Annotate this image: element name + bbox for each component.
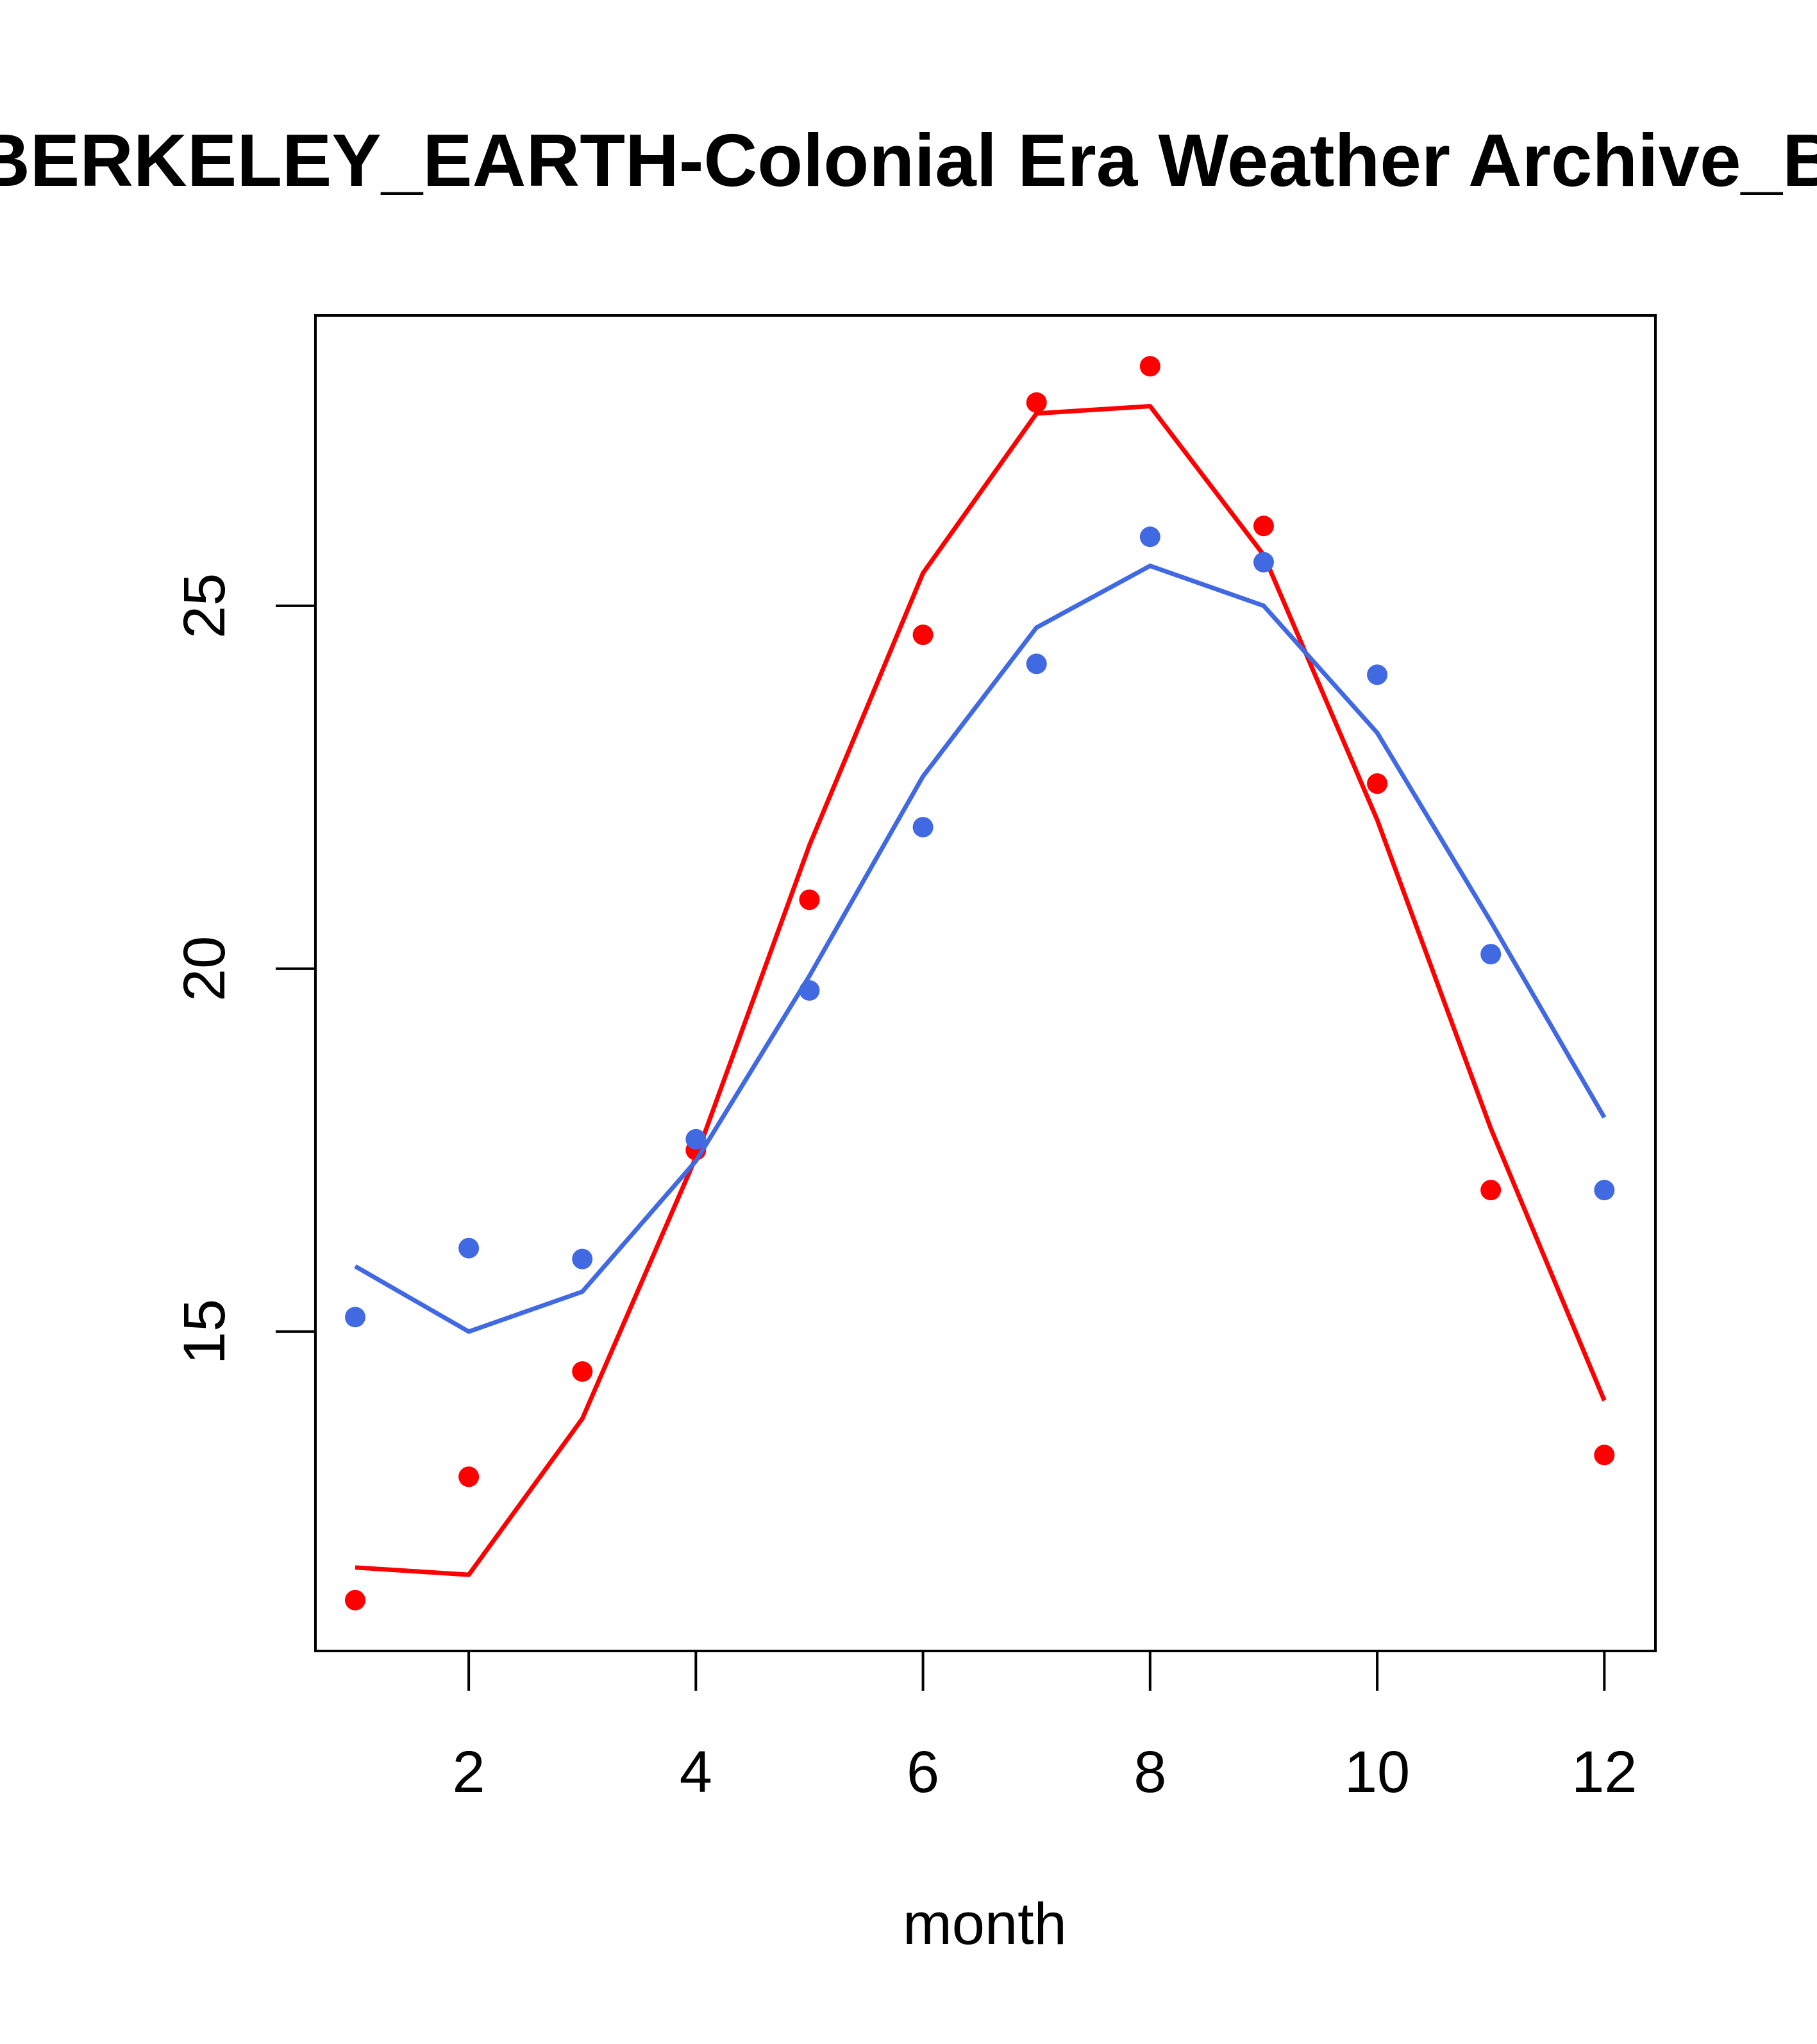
y-tick-label: 25 <box>172 573 237 639</box>
x-tick-label: 10 <box>1344 1739 1410 1805</box>
series-0-point <box>1594 1445 1615 1466</box>
series-0-point <box>458 1466 480 1487</box>
series-0-point <box>1480 1180 1502 1201</box>
x-tick-label: 6 <box>907 1739 939 1805</box>
series-1-point <box>572 1248 593 1269</box>
x-tick-label: 2 <box>453 1739 485 1805</box>
x-tick-label: 8 <box>1134 1739 1166 1805</box>
series-0-point <box>1139 356 1160 377</box>
y-tick-label: 20 <box>172 936 237 1001</box>
series-1-point <box>1480 944 1502 965</box>
series-0-point <box>1253 515 1274 537</box>
series-1-point <box>799 980 820 1001</box>
series-1-point <box>1139 526 1160 548</box>
series-1-point <box>1253 551 1274 573</box>
plot-frame <box>314 314 1657 1652</box>
plot-area <box>344 356 1615 1611</box>
x-axis-label: month <box>903 1891 1067 1957</box>
x-tick-label: 12 <box>1571 1739 1637 1805</box>
series-0-line <box>355 404 1607 1577</box>
x-axis: 2 4 6 8 10 12 <box>453 1651 1637 1805</box>
x-tick-label: 4 <box>680 1739 712 1805</box>
chart-title: BERKELEY_EARTH-Colonial Era Weather Arch… <box>0 119 1817 202</box>
y-tick-label: 15 <box>172 1299 237 1364</box>
y-axis: 15 20 25 <box>172 573 315 1364</box>
series-0-point <box>572 1361 593 1382</box>
series-1-point <box>458 1237 480 1259</box>
series-0-point <box>799 889 820 910</box>
series-0-point <box>1026 392 1047 413</box>
series-1-point <box>1594 1180 1615 1201</box>
series-0-point <box>344 1589 365 1611</box>
series-1-point <box>1367 664 1388 685</box>
series-0-point <box>912 624 934 646</box>
series-1-point <box>685 1128 707 1150</box>
series-1-point <box>344 1307 365 1328</box>
series-1-line <box>354 564 1607 1334</box>
series-1-point <box>912 817 934 838</box>
series-1-point <box>1026 653 1047 674</box>
series-0-point <box>1367 773 1388 794</box>
